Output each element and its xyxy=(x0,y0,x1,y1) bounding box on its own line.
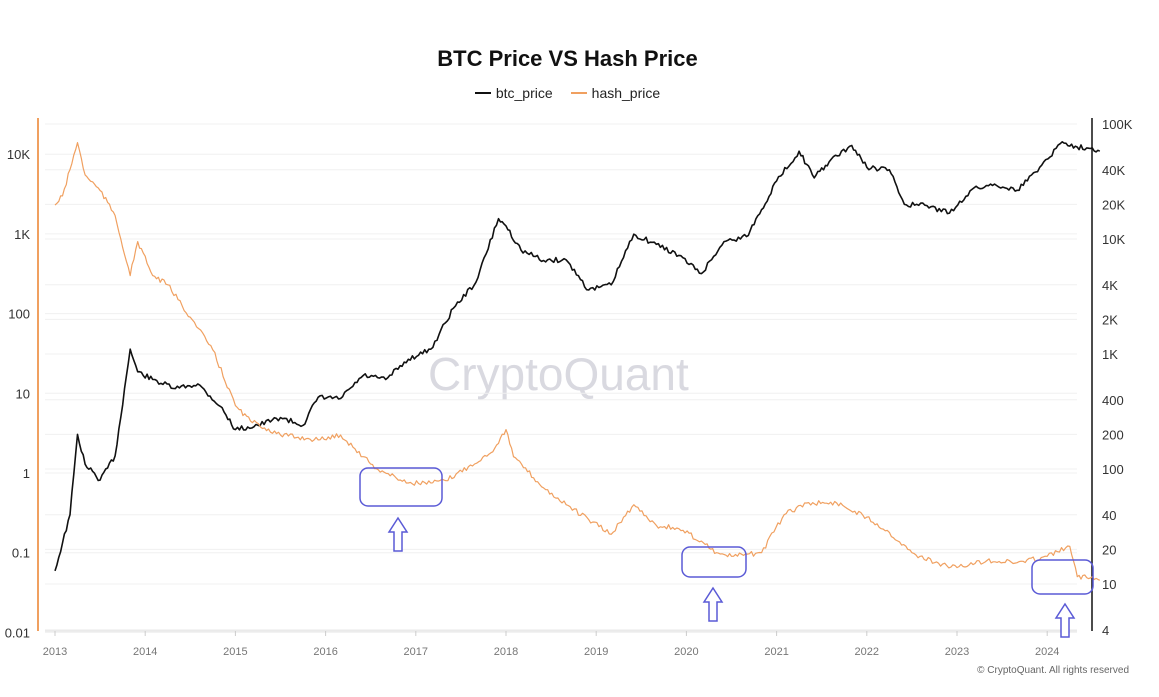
series-line-btc-price xyxy=(54,141,1101,572)
chart-title: BTC Price VS Hash Price xyxy=(437,46,698,71)
annotation-box xyxy=(359,467,443,507)
annotation-box xyxy=(1031,559,1094,595)
left-tick-label: 10K xyxy=(7,147,30,162)
legend-label-hash: hash_price xyxy=(591,85,661,101)
x-tick-label: 2014 xyxy=(133,646,157,658)
copyright: © CryptoQuant. All rights reserved xyxy=(977,665,1129,676)
legend-item-btc-price[interactable]: btc_price xyxy=(474,85,553,101)
x-tick-label: 2022 xyxy=(855,646,879,658)
x-tick-label: 2015 xyxy=(223,646,247,658)
legend-swatch-btc xyxy=(474,92,491,94)
series-line-hash-price xyxy=(54,142,1101,581)
right-tick-label: 20K xyxy=(1102,197,1125,212)
legend-item-hash-price[interactable]: hash_price xyxy=(570,85,661,101)
annotation-up-arrow-icon xyxy=(1054,602,1076,638)
right-tick-label: 100K xyxy=(1102,117,1133,132)
x-tick-label: 2018 xyxy=(494,646,518,658)
right-tick-label: 2K xyxy=(1102,312,1118,327)
annotation-up-arrow-icon xyxy=(387,516,409,552)
legend-swatch-hash xyxy=(570,92,587,94)
right-tick-label: 10 xyxy=(1102,577,1116,592)
x-tick-label: 2021 xyxy=(764,646,788,658)
right-tick-label: 1K xyxy=(1102,347,1118,362)
x-tick-label: 2016 xyxy=(313,646,337,658)
right-tick-label: 400 xyxy=(1102,393,1124,408)
left-tick-label: 0.1 xyxy=(12,546,30,561)
x-tick-label: 2024 xyxy=(1035,646,1059,658)
x-tick-label: 2017 xyxy=(404,646,428,658)
annotation-up-arrow-icon xyxy=(702,586,724,622)
x-tick-label: 2023 xyxy=(945,646,969,658)
left-tick-label: 1 xyxy=(23,466,30,481)
right-tick-label: 4 xyxy=(1102,623,1109,638)
right-tick-label: 200 xyxy=(1102,427,1124,442)
right-tick-label: 20 xyxy=(1102,542,1116,557)
right-tick-label: 100 xyxy=(1102,462,1124,477)
x-tick-label: 2019 xyxy=(584,646,608,658)
right-tick-label: 10K xyxy=(1102,232,1125,247)
watermark: CryptoQuant xyxy=(428,348,689,400)
left-tick-label: 100 xyxy=(8,307,30,322)
left-tick-label: 0.01 xyxy=(5,625,30,640)
x-tick-label: 2020 xyxy=(674,646,698,658)
left-tick-label: 1K xyxy=(14,227,30,242)
right-tick-label: 40 xyxy=(1102,508,1116,523)
right-tick-label: 4K xyxy=(1102,278,1118,293)
left-tick-label: 10 xyxy=(16,386,30,401)
right-tick-label: 40K xyxy=(1102,163,1125,178)
annotation-box xyxy=(681,546,747,578)
legend: btc_price hash_price xyxy=(0,85,1135,101)
legend-label-btc: btc_price xyxy=(495,85,553,101)
x-tick-label: 2013 xyxy=(43,646,67,658)
